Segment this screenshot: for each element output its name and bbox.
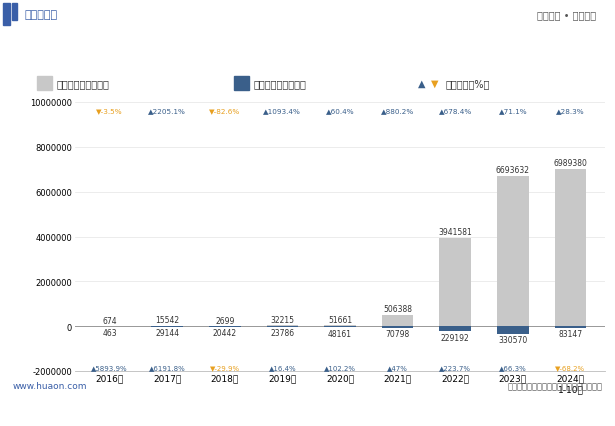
Text: ▲102.2%: ▲102.2% xyxy=(324,364,356,370)
Bar xyxy=(439,326,471,331)
Text: ▲16.4%: ▲16.4% xyxy=(269,364,296,370)
Text: ▼-3.5%: ▼-3.5% xyxy=(97,108,123,114)
Text: 48161: 48161 xyxy=(328,329,352,338)
Text: 674: 674 xyxy=(102,316,117,325)
Bar xyxy=(266,326,298,327)
Text: ▲71.1%: ▲71.1% xyxy=(499,108,527,114)
Bar xyxy=(382,315,413,326)
Text: 数据来源：中国海关；华经产业研究院整理: 数据来源：中国海关；华经产业研究院整理 xyxy=(508,381,603,390)
Bar xyxy=(324,326,356,328)
Text: ▲880.2%: ▲880.2% xyxy=(381,108,415,114)
Text: ▲28.3%: ▲28.3% xyxy=(556,108,585,114)
Text: ▲223.7%: ▲223.7% xyxy=(439,364,471,370)
Text: 专业严谨 • 客观科学: 专业严谨 • 客观科学 xyxy=(538,10,597,20)
Text: 6989380: 6989380 xyxy=(554,159,587,168)
Bar xyxy=(151,326,183,327)
Text: 2016-2024年10月喀什综合保税区进、出口额: 2016-2024年10月喀什综合保税区进、出口额 xyxy=(166,41,449,59)
Text: 506388: 506388 xyxy=(383,305,412,314)
Text: 23786: 23786 xyxy=(271,328,295,337)
Text: 同比增速（%）: 同比增速（%） xyxy=(446,79,490,89)
Text: 进口总额（千美元）: 进口总额（千美元） xyxy=(253,79,306,89)
Bar xyxy=(497,326,529,334)
Text: ▲6191.8%: ▲6191.8% xyxy=(149,364,186,370)
Bar xyxy=(324,325,356,326)
Text: ▲678.4%: ▲678.4% xyxy=(438,108,472,114)
Text: www.huaon.com: www.huaon.com xyxy=(12,381,87,390)
Bar xyxy=(3,5,10,26)
Text: ▼: ▼ xyxy=(430,79,438,89)
Text: ▼-68.2%: ▼-68.2% xyxy=(555,364,585,370)
Text: 2699: 2699 xyxy=(215,316,234,325)
Text: 51661: 51661 xyxy=(328,315,352,324)
Text: 出口总额（千美元）: 出口总额（千美元） xyxy=(57,79,109,89)
Text: 70798: 70798 xyxy=(386,329,410,338)
Text: 20442: 20442 xyxy=(213,328,237,337)
Text: ▲5893.9%: ▲5893.9% xyxy=(91,364,128,370)
Bar xyxy=(12,5,17,21)
Bar xyxy=(37,77,52,91)
Text: ▲: ▲ xyxy=(418,79,426,89)
Bar xyxy=(209,326,240,327)
Text: 15542: 15542 xyxy=(155,316,179,325)
Bar xyxy=(497,177,529,326)
Text: 6693632: 6693632 xyxy=(496,165,530,175)
Text: 330570: 330570 xyxy=(498,335,528,344)
Text: ▼-82.6%: ▼-82.6% xyxy=(209,108,240,114)
Bar xyxy=(439,238,471,326)
Text: 463: 463 xyxy=(102,328,117,337)
Text: 华经情报网: 华经情报网 xyxy=(25,10,58,20)
Text: 3941581: 3941581 xyxy=(438,228,472,237)
Text: ▼-29.9%: ▼-29.9% xyxy=(210,364,240,370)
Text: 83147: 83147 xyxy=(558,330,582,339)
Text: 229192: 229192 xyxy=(441,333,470,342)
Text: ▲66.3%: ▲66.3% xyxy=(499,364,526,370)
Text: 32215: 32215 xyxy=(271,315,295,324)
Text: ▲60.4%: ▲60.4% xyxy=(326,108,354,114)
Bar xyxy=(382,326,413,328)
Bar xyxy=(555,326,586,328)
Text: ▲47%: ▲47% xyxy=(387,364,408,370)
Text: 29144: 29144 xyxy=(155,328,179,337)
Text: ▲2205.1%: ▲2205.1% xyxy=(148,108,186,114)
Text: ▲1093.4%: ▲1093.4% xyxy=(263,108,301,114)
Bar xyxy=(555,170,586,326)
Bar xyxy=(234,77,249,91)
